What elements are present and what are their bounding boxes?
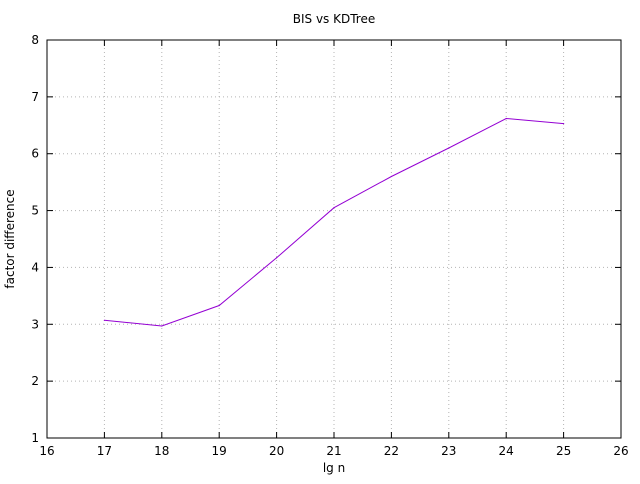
x-tick-label: 17: [97, 444, 112, 458]
x-tick-label: 26: [613, 444, 628, 458]
y-tick-label: 5: [31, 204, 39, 218]
data-point: [505, 117, 507, 120]
y-tick-label: 6: [31, 147, 39, 161]
x-tick-label: 21: [326, 444, 341, 458]
series-line: [104, 117, 564, 327]
chart-title: BIS vs KDTree: [293, 12, 375, 26]
x-tick-label: 23: [441, 444, 456, 458]
y-tick-label: 1: [31, 431, 39, 445]
x-axis-label: lg n: [323, 461, 345, 475]
y-tick-label: 3: [31, 317, 39, 331]
x-tick-label: 25: [556, 444, 571, 458]
y-axis-label: factor difference: [3, 189, 17, 288]
y-tick-label: 7: [31, 90, 39, 104]
y-tick-label: 4: [31, 260, 39, 274]
data-point: [276, 257, 278, 259]
x-tick-label: 20: [269, 444, 284, 458]
data-point: [218, 304, 220, 307]
x-tick-label: 16: [39, 444, 54, 458]
data-point: [390, 175, 392, 178]
x-tick-label: 19: [212, 444, 227, 458]
data-point: [563, 122, 565, 125]
plot-frame: [46, 39, 622, 439]
data-point: [103, 319, 105, 321]
data-point: [333, 207, 335, 209]
x-tick-label: 22: [384, 444, 399, 458]
y-tick-label: 2: [31, 374, 39, 388]
grid-lines: [47, 40, 621, 438]
x-tick-label: 24: [499, 444, 514, 458]
series-layer: [103, 117, 565, 327]
x-tick-label: 18: [154, 444, 169, 458]
y-tick-label: 8: [31, 33, 39, 47]
data-point: [161, 325, 163, 327]
data-point: [448, 147, 450, 149]
